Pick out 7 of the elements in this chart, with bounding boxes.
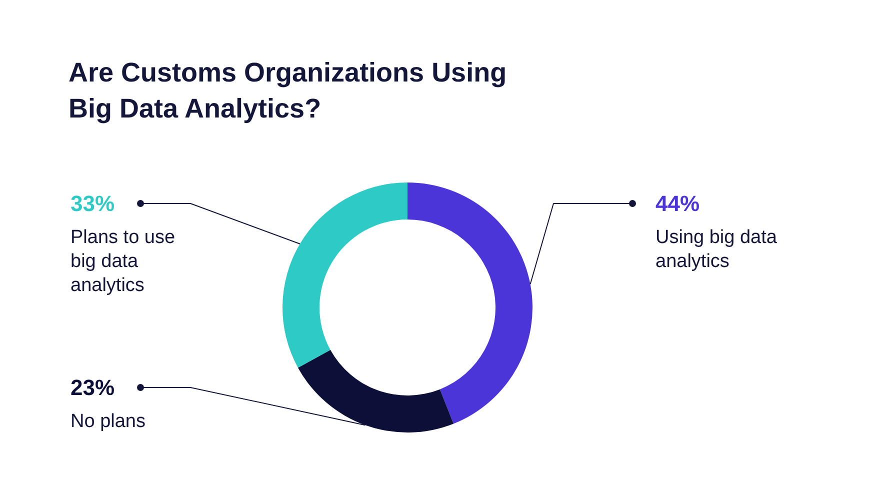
slice-label: Using big data analytics [656,227,778,272]
slice-label: Plans to use big data analytics [70,227,176,296]
data-label: 44% [656,191,700,216]
chart-title: Are Customs Organizations Using Big Data Analytics? [68,58,507,124]
data-label: 23% [70,375,115,400]
legend-label: No plans [70,411,146,432]
data-label: 33% [70,191,115,216]
